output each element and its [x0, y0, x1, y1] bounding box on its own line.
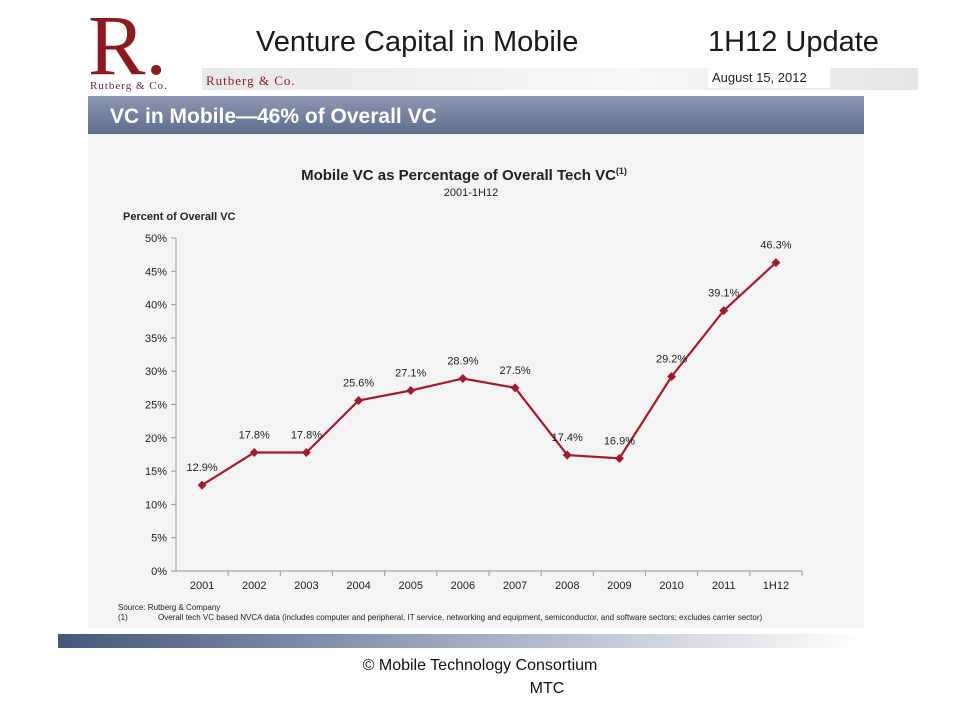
y-tick-label: 5% — [151, 533, 167, 545]
section-banner — [88, 96, 864, 134]
section-banner-text: VC in Mobile—46% of Overall VC — [110, 105, 437, 128]
x-tick-label: 2003 — [294, 580, 318, 592]
series-line — [201, 261, 777, 487]
y-tick-label: 40% — [145, 300, 167, 312]
data-point-marker — [562, 450, 572, 460]
data-label: 27.5% — [499, 365, 530, 377]
y-tick-label: 35% — [145, 333, 167, 345]
rutberg-logo-name: Rutberg & Co. — [90, 80, 168, 92]
data-label: 29.2% — [656, 354, 687, 366]
data-label: 17.4% — [552, 432, 583, 444]
slide-title-update: 1H12 Update — [708, 26, 879, 58]
data-point-marker — [197, 480, 207, 490]
rutberg-logo-letter: R. — [88, 0, 167, 93]
chart-axes: 0% 5% 10% 15% 20% 25% 30% 35% 40% 45% 50% 2001 2002 2… — [145, 233, 803, 592]
data-label: 17.8% — [291, 429, 322, 441]
footnote-marker: (1) — [118, 613, 128, 622]
data-point-marker — [406, 386, 416, 396]
chart-source-note: Source: Rutberg & Company — [118, 603, 220, 612]
chart-subtitle: 2001-1H12 — [444, 187, 498, 199]
x-tick-label: 2010 — [659, 580, 683, 592]
x-tick-label: 2009 — [607, 580, 631, 592]
chart-footnote: Overall tech VC based NVCA data (include… — [158, 613, 762, 622]
data-point-marker — [458, 374, 468, 384]
line-chart: Mobile VC as Percentage of Overall Tech … — [118, 166, 803, 622]
y-tick-label: 0% — [151, 566, 167, 578]
x-tick-label: 2006 — [451, 580, 475, 592]
y-tick-label: 15% — [145, 466, 167, 478]
y-tick-label: 25% — [145, 400, 167, 412]
x-tick-label: 2011 — [712, 580, 736, 592]
x-tick-label: 2007 — [503, 580, 527, 592]
data-point-marker — [301, 447, 311, 457]
chart-title-text: Mobile VC as Percentage of Overall Tech … — [301, 167, 616, 184]
x-tick-label: 2004 — [346, 580, 370, 592]
y-axis-label: Percent of Overall VC — [123, 211, 236, 223]
data-point-marker — [667, 372, 677, 382]
y-tick-label: 20% — [145, 433, 167, 445]
data-label: 28.9% — [447, 356, 478, 368]
x-tick-label: 1H12 — [763, 580, 789, 592]
chart-plot-area: 12.9% 17.8% 17.8% 25.6% 27.1% 28.9% 27.5% 17.4%… — [186, 240, 792, 490]
data-label: 17.8% — [239, 429, 270, 441]
slide-title: Venture Capital in Mobile 1H12 Update — [256, 26, 879, 59]
data-label: 46.3% — [760, 240, 791, 252]
data-point-marker — [771, 258, 781, 268]
footer-mtc: MTC — [529, 680, 565, 697]
data-point-marker — [249, 447, 259, 457]
data-point-marker — [719, 306, 729, 316]
header-brand: Rutberg & Co. — [206, 73, 296, 88]
x-tick-label: 2005 — [399, 580, 423, 592]
chart-title: Mobile VC as Percentage of Overall Tech … — [301, 166, 627, 184]
data-label: 27.1% — [395, 368, 426, 380]
chart-title-superscript: (1) — [616, 166, 627, 176]
data-label: 39.1% — [708, 288, 739, 300]
x-tick-label: 2001 — [190, 580, 214, 592]
data-point-marker — [614, 453, 624, 463]
y-tick-label: 45% — [145, 266, 167, 278]
data-point-marker — [354, 396, 364, 406]
data-label: 25.6% — [343, 378, 374, 390]
y-tick-label: 30% — [145, 366, 167, 378]
footer-bar — [58, 634, 864, 648]
y-tick-label: 50% — [145, 233, 167, 245]
data-label: 12.9% — [186, 462, 217, 474]
slide-date: August 15, 2012 — [708, 68, 830, 88]
x-tick-label: 2008 — [555, 580, 579, 592]
x-tick-label: 2002 — [242, 580, 266, 592]
data-point-marker — [510, 383, 520, 393]
footer-copyright: © Mobile Technology Consortium — [362, 657, 598, 674]
data-label: 16.9% — [604, 435, 635, 447]
slide-title-main: Venture Capital in Mobile — [256, 26, 579, 58]
y-tick-label: 10% — [145, 499, 167, 511]
